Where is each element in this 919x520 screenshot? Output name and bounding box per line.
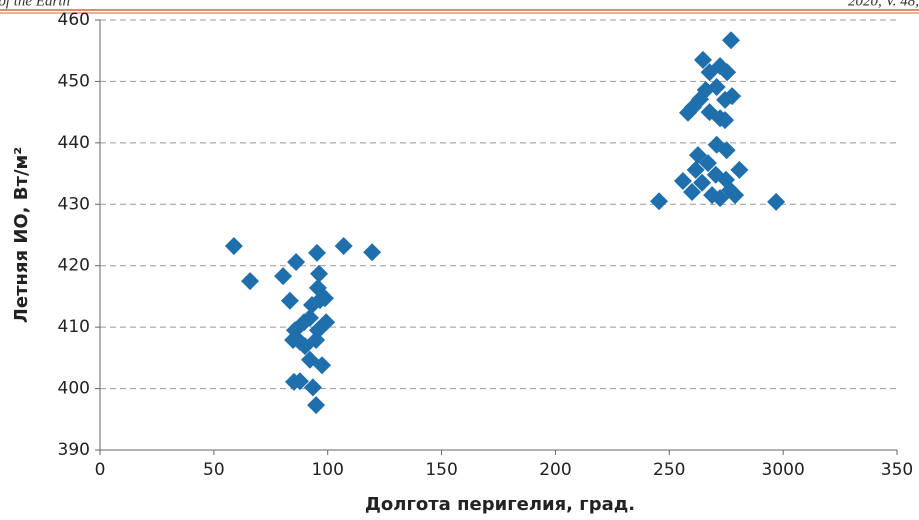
point (307, 396, 326, 415)
point (224, 237, 243, 256)
point (300, 308, 319, 327)
point (718, 63, 737, 82)
y-tick-label: 460 (58, 10, 90, 30)
point (693, 173, 712, 192)
point (693, 50, 712, 69)
y-axis-label: Летняя ИО, Вт/м² (11, 147, 32, 323)
point (310, 264, 329, 283)
point (303, 296, 322, 315)
header-right: 2020, V. 48, (848, 0, 919, 9)
point (711, 189, 730, 208)
point (717, 141, 736, 160)
x-tick-label: 350 (881, 460, 913, 480)
y-tick-label: 410 (58, 317, 90, 337)
point (721, 31, 740, 50)
y-tick-label: 420 (58, 256, 90, 276)
x-tick-label: 0 (95, 460, 106, 480)
point (683, 183, 702, 201)
point (303, 378, 322, 397)
point (308, 321, 327, 340)
point (241, 272, 260, 291)
point (716, 90, 735, 109)
point (295, 337, 314, 356)
x-tick-label: 3000 (762, 460, 805, 480)
point (716, 111, 735, 130)
x-tick-label: 250 (653, 460, 685, 480)
x-tick-label: 100 (311, 460, 343, 480)
point (767, 192, 786, 211)
y-tick-label: 430 (58, 194, 90, 214)
point (688, 146, 707, 165)
x-tick-label: 200 (539, 460, 571, 480)
y-tick-label: 440 (58, 133, 90, 153)
x-tick-label: 50 (203, 460, 225, 480)
point (678, 103, 697, 122)
point (698, 154, 717, 173)
x-axis-label: Долгота перигелия, град. (365, 494, 635, 515)
point (334, 237, 353, 256)
y-tick-label: 390 (58, 440, 90, 460)
point (673, 171, 692, 190)
point (274, 267, 293, 286)
point (313, 356, 332, 375)
point (308, 243, 327, 262)
point (730, 160, 749, 179)
point (686, 160, 705, 179)
x-tick-label: 150 (425, 460, 457, 480)
y-tick-label: 400 (58, 379, 90, 399)
point (650, 192, 669, 211)
point (315, 289, 334, 308)
point (363, 243, 382, 262)
y-tick-label: 450 (58, 71, 90, 91)
point (287, 253, 306, 272)
point (721, 181, 740, 200)
header-left: of the Earth (0, 0, 70, 9)
point (280, 291, 299, 310)
point (290, 372, 309, 391)
point (700, 63, 719, 82)
